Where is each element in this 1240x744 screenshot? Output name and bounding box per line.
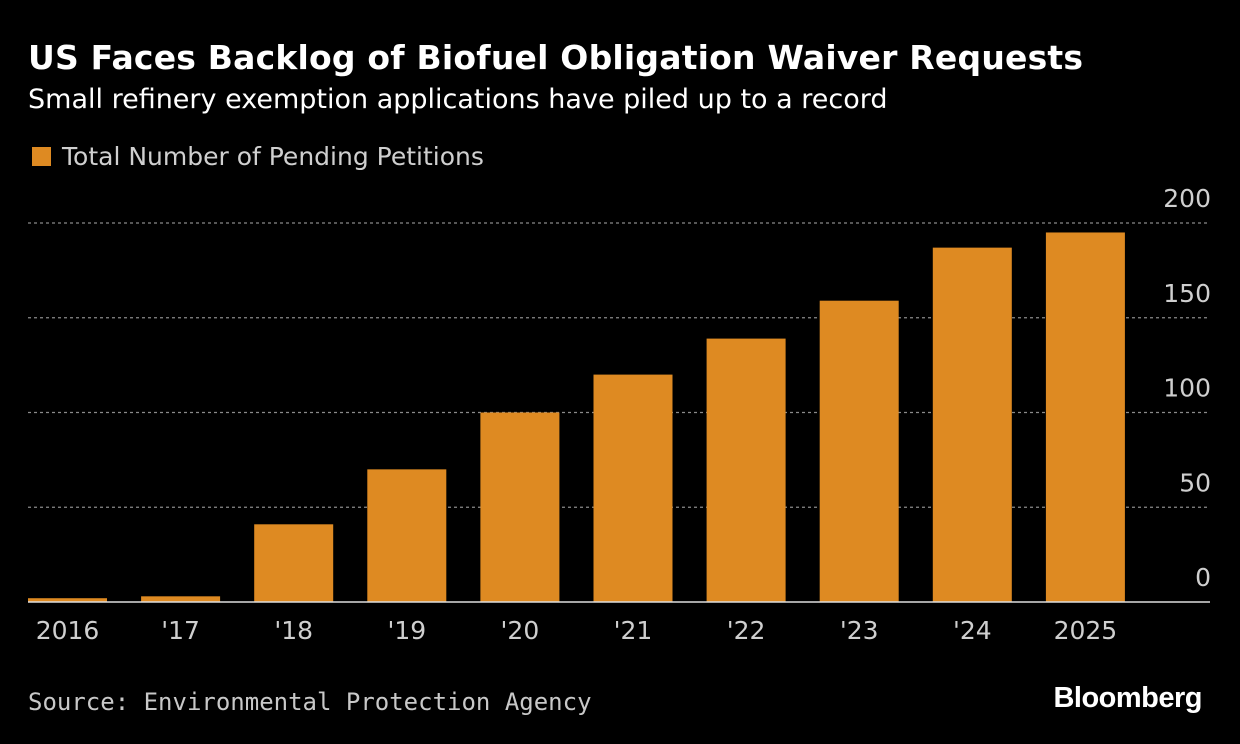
- source-note: Source: Environmental Protection Agency: [28, 688, 592, 716]
- y-tick-label: 0: [1195, 563, 1211, 592]
- bar: [593, 374, 673, 602]
- bar: [367, 469, 447, 602]
- y-tick-label: 50: [1179, 468, 1211, 497]
- y-tick-label: 200: [1163, 184, 1211, 213]
- x-tick-label: '21: [614, 616, 653, 645]
- x-tick-label: '22: [727, 616, 766, 645]
- bloomberg-logo: Bloomberg: [1053, 682, 1202, 714]
- bar: [28, 598, 107, 602]
- x-tick-label: '24: [953, 616, 992, 645]
- bar: [706, 338, 786, 602]
- legend: Total Number of Pending Petitions: [32, 142, 484, 171]
- legend-label: Total Number of Pending Petitions: [62, 142, 484, 171]
- x-tick-label: '20: [501, 616, 540, 645]
- x-tick-label: '17: [161, 616, 200, 645]
- y-tick-label: 150: [1163, 279, 1211, 308]
- bar: [254, 524, 334, 602]
- bar: [1045, 232, 1125, 602]
- x-tick-label: '23: [840, 616, 879, 645]
- bar: [141, 596, 221, 602]
- bar: [480, 412, 560, 602]
- x-tick-label: 2016: [36, 616, 100, 645]
- legend-swatch: [32, 147, 51, 166]
- x-tick-label: '19: [387, 616, 426, 645]
- chart-title: US Faces Backlog of Biofuel Obligation W…: [28, 38, 1084, 77]
- x-tick-label: '18: [274, 616, 313, 645]
- x-tick-label: 2025: [1054, 616, 1118, 645]
- chart-subtitle: Small refinery exemption applications ha…: [28, 84, 888, 115]
- bar: [932, 247, 1012, 602]
- bar: [819, 300, 899, 602]
- y-tick-label: 100: [1163, 374, 1211, 403]
